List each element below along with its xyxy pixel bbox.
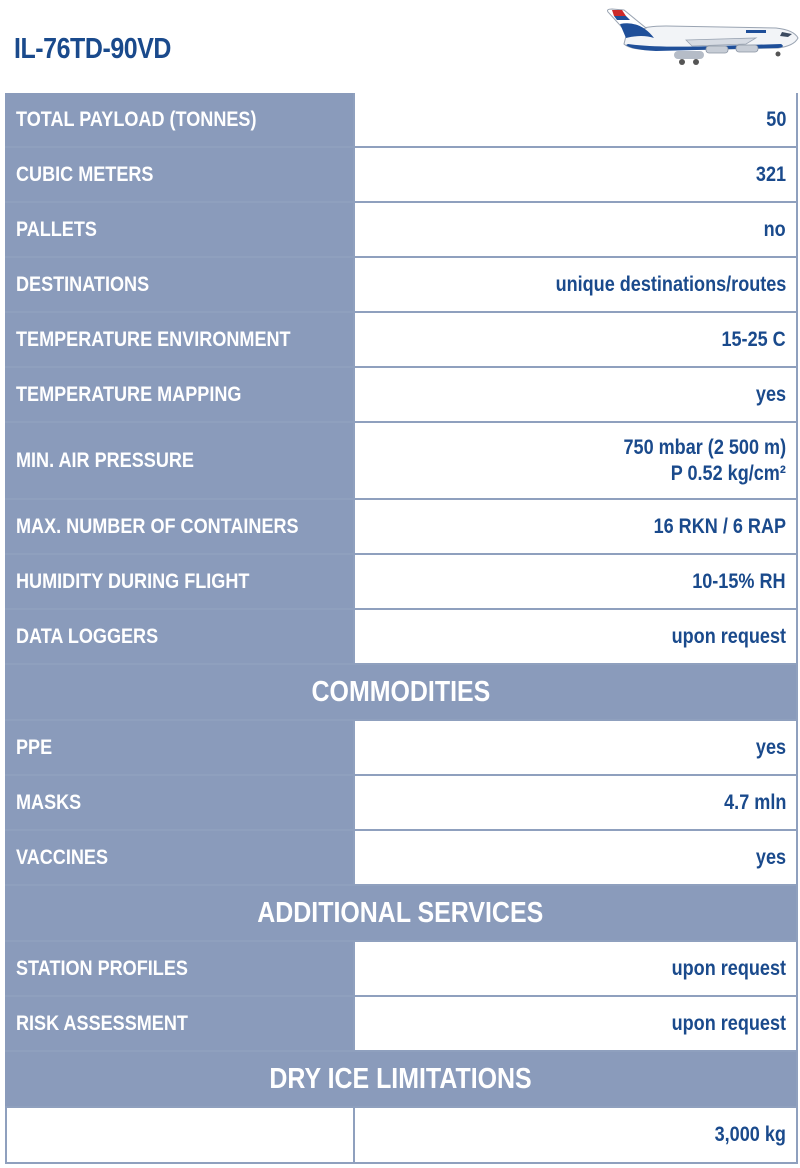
row-value: unique destinations/routes [353,258,796,311]
table-row: PALLETS no [5,203,796,258]
row-label: PPE [5,721,353,774]
row-label: CUBIC METERS [5,148,353,201]
table-row: MIN. AIR PRESSURE 750 mbar (2 500 m) P 0.5… [5,423,796,500]
row-label: TOTAL PAYLOAD (TONNES) [5,93,353,146]
row-label: RISK ASSESSMENT [5,997,353,1050]
row-value: 16 RKN / 6 RAP [353,500,796,553]
section-heading-commodities: COMMODITIES [5,665,796,721]
page-title: IL-76TD-90VD [14,33,171,65]
table-row: HUMIDITY DURING FLIGHT 10-15% RH [5,555,796,610]
row-label: VACCINES [5,831,353,884]
spec-table: TOTAL PAYLOAD (TONNES) 50 CUBIC METERS 321 P… [5,93,798,1164]
table-row: STATION PROFILES upon request [5,942,796,997]
row-label: MIN. AIR PRESSURE [5,423,353,498]
table-row: CUBIC METERS 321 [5,148,796,203]
dry-ice-value: 3,000 kg [353,1108,796,1162]
row-value: 50 [353,93,796,146]
row-value: 4.7 mln [353,776,796,829]
table-row: PPE yes [5,721,796,776]
row-label: HUMIDITY DURING FLIGHT [5,555,353,608]
row-value: yes [353,721,796,774]
table-row: RISK ASSESSMENT upon request [5,997,796,1052]
section-heading-dry-ice-limitations: DRY ICE LIMITATIONS [5,1052,796,1108]
row-label: DESTINATIONS [5,258,353,311]
row-label: MAX. NUMBER OF CONTAINERS [5,500,353,553]
table-row: TOTAL PAYLOAD (TONNES) 50 [5,93,796,148]
dry-ice-row: 3,000 kg [5,1108,796,1164]
row-value: upon request [353,942,796,995]
table-row: VACCINES yes [5,831,796,886]
row-label: TEMPERATURE MAPPING [5,368,353,421]
row-value: 750 mbar (2 500 m) P 0.52 kg/cm² [353,423,796,498]
row-value: 10-15% RH [353,555,796,608]
table-row: MASKS 4.7 mln [5,776,796,831]
aircraft-illustration [607,8,799,65]
row-value: 15-25 C [353,313,796,366]
table-row: MAX. NUMBER OF CONTAINERS 16 RKN / 6 RAP [5,500,796,555]
section-heading-additional-services: ADDITIONAL SERVICES [5,886,796,942]
row-value: upon request [353,610,796,663]
row-label: DATA LOGGERS [5,610,353,663]
row-value: no [353,203,796,256]
row-value: yes [353,831,796,884]
row-label: TEMPERATURE ENVIRONMENT [5,313,353,366]
table-row: TEMPERATURE MAPPING yes [5,368,796,423]
row-label: PALLETS [5,203,353,256]
row-label: MASKS [5,776,353,829]
dry-ice-label-cell [5,1108,353,1162]
table-row: DATA LOGGERS upon request [5,610,796,665]
row-label: STATION PROFILES [5,942,353,995]
row-value: 321 [353,148,796,201]
table-row: TEMPERATURE ENVIRONMENT 15-25 C [5,313,796,368]
row-value: upon request [353,997,796,1050]
table-row: DESTINATIONS unique destinations/routes [5,258,796,313]
row-value: yes [353,368,796,421]
